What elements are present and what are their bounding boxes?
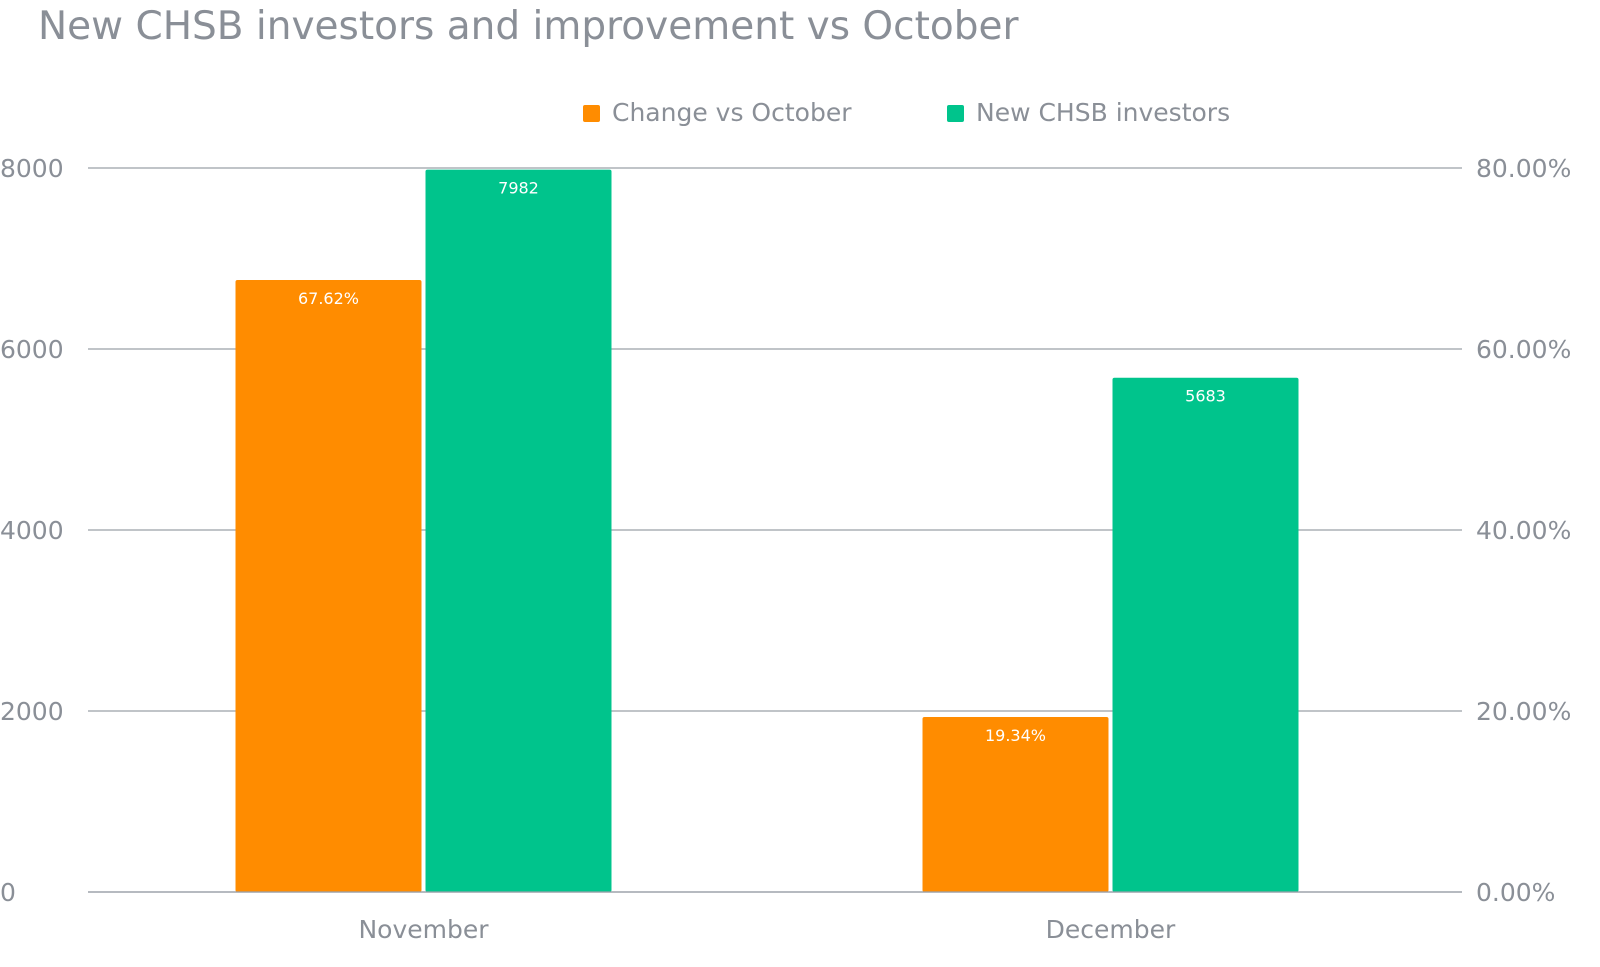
x-category-label: November [358, 915, 489, 944]
chart-title: New CHSB investors and improvement vs Oc… [38, 4, 1019, 49]
x-category-label: December [1046, 915, 1176, 944]
y-right-tick-label: 40.00% [1476, 516, 1571, 545]
legend-label: New CHSB investors [976, 98, 1230, 127]
bar-change-vs-october [922, 716, 1109, 892]
y-left-tick-label: 8000 [0, 154, 64, 183]
y-right-tick-label: 0.00% [1476, 878, 1555, 907]
y-right-tick-label: 20.00% [1476, 697, 1571, 726]
data-label: 5683 [1185, 387, 1226, 406]
data-label: 7982 [498, 179, 539, 198]
bar-new-chsb-investors [1112, 377, 1299, 893]
y-left-tick-label: 6000 [0, 335, 64, 364]
y-left-tick-label: 0 [0, 878, 16, 907]
bar-new-chsb-investors [425, 169, 612, 892]
data-label: 19.34% [985, 726, 1046, 745]
bar-change-vs-october [235, 280, 422, 892]
legend-label: Change vs October [612, 98, 852, 127]
y-left-tick-label: 4000 [0, 516, 64, 545]
legend-swatch [583, 105, 600, 122]
y-right-tick-label: 80.00% [1476, 154, 1571, 183]
y-left-tick-label: 2000 [0, 697, 64, 726]
data-label: 67.62% [298, 289, 359, 308]
y-right-tick-label: 60.00% [1476, 335, 1571, 364]
legend-swatch [947, 105, 964, 122]
